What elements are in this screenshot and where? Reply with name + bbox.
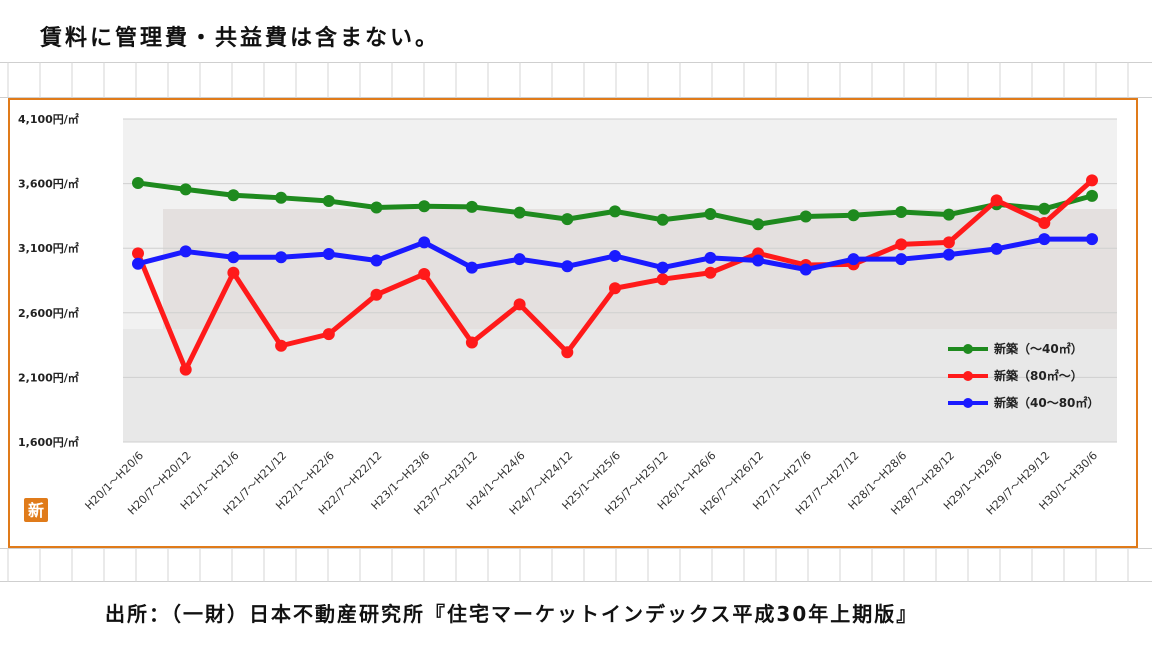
- top-grid-strip: [0, 62, 1152, 98]
- legend-label: 新築（～40㎡）: [994, 341, 1083, 356]
- data-point: [322, 195, 335, 208]
- source-citation: 出所：（一財）日本不動産研究所『住宅マーケットインデックス平成30年上期版』: [105, 602, 919, 626]
- y-tick-label: 2,600円/㎡: [18, 306, 79, 320]
- data-point: [799, 210, 812, 223]
- data-point: [942, 248, 955, 261]
- data-point: [275, 339, 288, 352]
- data-point: [942, 208, 955, 221]
- data-point: [561, 213, 574, 226]
- data-point: [513, 253, 526, 266]
- data-point: [227, 189, 240, 202]
- data-point: [895, 238, 908, 251]
- data-point: [942, 236, 955, 249]
- data-point: [895, 206, 908, 219]
- data-point: [179, 183, 192, 196]
- data-point: [847, 253, 860, 266]
- legend-marker: [963, 344, 973, 354]
- data-point: [990, 242, 1003, 255]
- data-point: [704, 207, 717, 220]
- data-point: [609, 205, 621, 218]
- y-tick-label: 3,100円/㎡: [18, 241, 79, 255]
- data-point: [704, 266, 717, 279]
- data-point: [132, 247, 144, 260]
- data-point: [227, 251, 240, 264]
- data-point: [1086, 233, 1098, 246]
- new-badge-text: 新: [28, 501, 44, 520]
- data-point: [990, 194, 1003, 207]
- data-point: [418, 200, 431, 213]
- data-point: [656, 273, 669, 286]
- data-point: [752, 254, 765, 267]
- data-point: [465, 261, 478, 274]
- data-point: [1038, 233, 1051, 246]
- y-tick-label: 2,100円/㎡: [18, 370, 79, 384]
- y-tick-label: 1,600円/㎡: [18, 435, 79, 449]
- data-point: [1086, 174, 1098, 187]
- legend-marker: [963, 371, 973, 381]
- data-point: [513, 298, 526, 311]
- rent-note: 賃料に管理費・共益費は含まない。: [40, 26, 441, 51]
- data-point: [132, 257, 144, 270]
- data-point: [322, 328, 335, 341]
- y-tick-label: 4,100円/㎡: [18, 112, 79, 126]
- data-point: [370, 288, 383, 301]
- data-point: [275, 191, 288, 204]
- data-point: [418, 236, 431, 249]
- data-point: [561, 346, 574, 359]
- data-point: [275, 251, 288, 264]
- data-point: [847, 209, 860, 222]
- data-point: [561, 260, 574, 273]
- data-point: [513, 206, 526, 219]
- legend-label: 新築（80㎡～）: [994, 368, 1083, 383]
- data-point: [609, 249, 621, 262]
- plot-background-band: [163, 209, 1117, 329]
- data-point: [656, 261, 669, 274]
- data-point: [1038, 202, 1051, 215]
- chart-frame: 4,100円/㎡ 3,600円/㎡ 3,100円/㎡ 2,600円/㎡ 2,100円/㎡…: [8, 98, 1138, 548]
- line-chart: 4,100円/㎡ 3,600円/㎡ 3,100円/㎡ 2,600円/㎡ 2,100円/㎡…: [18, 112, 1117, 522]
- y-tick-label: 3,600円/㎡: [18, 177, 79, 191]
- data-point: [370, 254, 383, 267]
- data-point: [227, 266, 240, 279]
- data-point: [1086, 189, 1098, 202]
- data-point: [370, 201, 383, 214]
- data-point: [704, 251, 717, 264]
- data-point: [609, 282, 621, 295]
- data-point: [465, 200, 478, 213]
- data-point: [418, 268, 431, 281]
- data-point: [1038, 217, 1051, 230]
- bottom-grid-strip: [0, 548, 1152, 582]
- data-point: [179, 363, 192, 376]
- data-point: [752, 218, 765, 231]
- data-point: [656, 213, 669, 226]
- data-point: [179, 245, 192, 258]
- legend-marker: [963, 398, 973, 408]
- new-badge: [24, 498, 48, 522]
- data-point: [132, 176, 144, 189]
- data-point: [322, 248, 335, 261]
- data-point: [465, 336, 478, 349]
- legend-label: 新築（40～80㎡）: [994, 395, 1099, 410]
- data-point: [895, 253, 908, 266]
- data-point: [799, 263, 812, 276]
